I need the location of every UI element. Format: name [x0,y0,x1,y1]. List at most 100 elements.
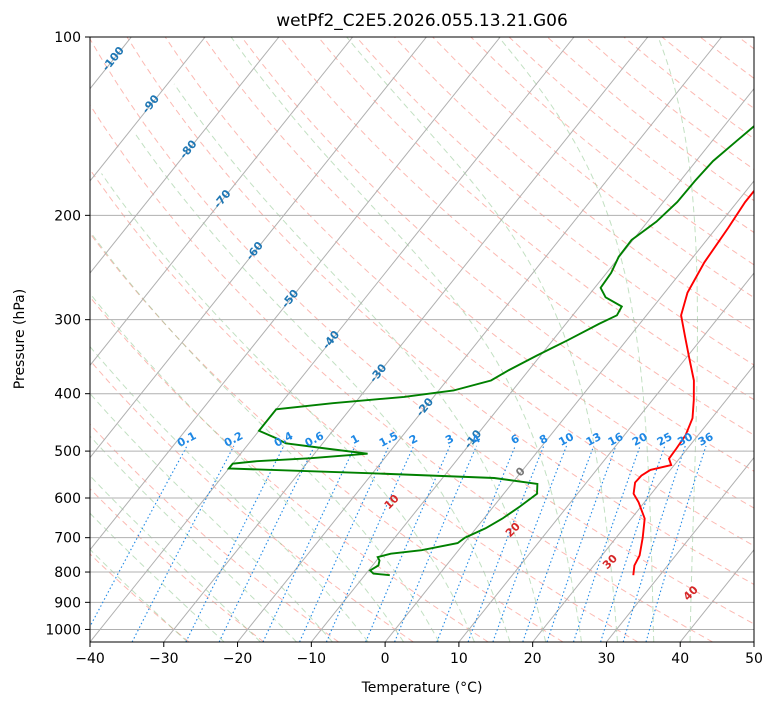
moist-adiabat [90,292,405,642]
mixing-ratio-label: 3 [443,432,456,447]
y-axis-label: Pressure (hPa) [12,289,28,389]
x-tick-label: 30 [598,651,616,667]
x-axis: −40 −30 −20 −10 0 10 20 30 40 50 [75,642,763,667]
moist-adiabat [90,230,440,642]
isotherm-line [384,180,754,642]
dry-adiabat [432,37,754,299]
mixing-ratio-label: 20 [630,430,650,449]
temperature-line [632,189,754,576]
mixing-ratio-line [90,445,188,628]
dry-adiabat [202,37,754,509]
x-axis-label: Temperature (°C) [361,680,483,696]
moist-adiabat [90,435,297,642]
y-tick-label: 600 [54,491,81,507]
isotherm-label: -90 [139,92,162,116]
moist-adiabat [133,132,511,642]
isotherm-line [606,456,754,642]
isotherm-label: -80 [177,137,200,161]
mixing-ratio-line [365,445,451,642]
moist-adiabat [173,83,547,642]
mixing-ratio-line [325,445,415,642]
x-tick-label: 0 [381,651,390,667]
isotherm-line [90,37,206,182]
dry-adiabat [508,37,754,234]
dry-adiabat [90,296,489,642]
y-tick-label: 300 [54,313,81,329]
moist-adiabat [101,173,475,642]
line-labels: -100-90-80-70-60-50-40-30-20-1000.1 0.2 0.… [99,44,715,603]
isotherm-line [458,272,754,642]
dry-adiabat [699,37,754,79]
sounding-traces [226,124,754,577]
chart-title: wetPf2_C2E5.2026.055.13.21.G06 [276,11,568,31]
dry-adiabat [164,37,754,547]
x-tick-label: −40 [75,651,105,667]
mixing-ratio-label: 6 [509,432,522,447]
mixing-ratio-label: 0.2 [222,429,245,450]
y-tick-label: 900 [54,595,81,611]
y-tick-label: 100 [54,30,81,46]
isotherm-line [90,37,501,551]
isotherm-line [90,37,575,642]
y-tick-label: 200 [54,208,81,224]
moist-adiabat [657,37,698,642]
isotherm-line [753,641,754,642]
mixing-ratio-line [467,445,545,642]
x-tick-label: 10 [450,651,468,667]
mixing-ratio-line [492,445,568,642]
mixing-ratio-label: 16 [606,430,626,449]
isotherm-label: -20 [414,395,437,419]
mixing-ratio-label: 10 [556,430,576,449]
mixing-ratio-line [299,445,390,642]
isotherm-line [90,37,427,459]
x-tick-label: 40 [671,651,689,667]
mixing-ratio-line [622,445,686,642]
isotherm-line [532,364,754,642]
isotherm-line [90,37,354,367]
moist-adiabat [90,392,333,642]
y-tick-label: 800 [54,565,81,581]
mixing-ratio-line [572,445,641,642]
dewpoint-line [226,124,754,577]
isotherm-line [679,548,754,642]
dry-adiabat [126,37,754,586]
dry-adiabat [738,37,754,50]
y-tick-label: 400 [54,387,81,403]
isotherm-line [0,37,58,642]
mixing-ratio-line [546,445,617,642]
background-lines [0,37,754,642]
dry-adiabat [90,553,190,642]
dry-adiabat [317,37,754,401]
mixing-ratio-label: 25 [655,430,675,449]
moist-adiabat [230,37,582,642]
mixing-ratio-line [185,445,285,642]
dry-adiabat [90,168,639,642]
mixing-ratio-label: 13 [584,430,604,449]
y-tick-label: 1000 [45,622,81,638]
mixing-ratio-line [218,445,316,642]
moist-adiabat [498,37,655,642]
moist-adiabat-label: 40 [681,583,701,603]
moist-adiabat [346,37,618,642]
isotherm-line [90,37,280,274]
dry-adiabat [90,423,339,642]
moist-adiabat [90,512,225,642]
mixing-ratio-label: 0.1 [175,429,198,450]
dry-adiabat [90,38,754,625]
dry-adiabat [90,104,713,642]
mixing-ratio-line [600,445,666,642]
isotherm-label: -30 [367,361,390,385]
mixing-ratio-line [262,445,356,642]
y-tick-label: 700 [54,531,81,547]
mixing-ratio-label: 8 [537,432,550,447]
x-tick-label: 20 [524,651,542,667]
isotherm-label: -40 [320,328,343,352]
x-tick-label: −30 [149,651,179,667]
mixing-ratio-line [645,445,707,642]
plot-frame [89,36,755,643]
x-tick-label: −10 [297,651,327,667]
dry-adiabat [279,37,754,436]
dry-adiabat [90,232,564,642]
x-tick-label: 50 [745,651,763,667]
